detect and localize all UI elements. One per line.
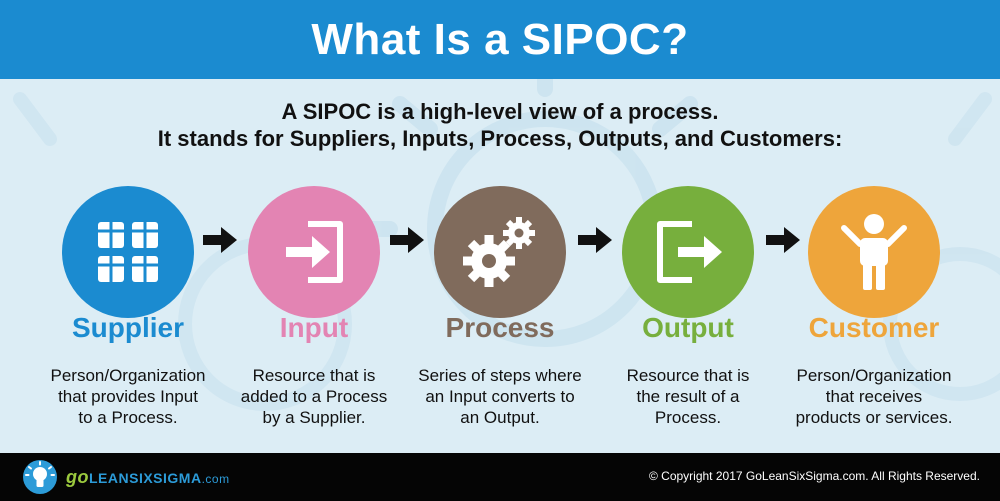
- output-label: Output: [642, 312, 734, 343]
- intro-line-1: A SIPOC is a high-level view of a proces…: [281, 99, 719, 124]
- process-description: Series of steps where an Input converts …: [418, 366, 582, 427]
- page-title: What Is a SIPOC?: [311, 14, 689, 64]
- blocks-icon: [98, 222, 158, 282]
- process-label: Process: [445, 312, 555, 343]
- header-bar: What Is a SIPOC?: [0, 0, 1000, 79]
- person-icon: [841, 214, 907, 290]
- input-label: Input: [279, 312, 349, 343]
- sign-in-icon: [286, 221, 343, 283]
- arrow-right-icon: [390, 227, 424, 253]
- gears-icon: [463, 217, 535, 287]
- customer-description: Person/Organization that receives produc…: [795, 366, 953, 427]
- lightbulb-logo-icon: [23, 460, 57, 494]
- output-circle: [622, 186, 754, 318]
- copyright-text: © Copyright 2017 GoLeanSixSigma.com. All…: [648, 469, 980, 483]
- sign-out-icon: [657, 221, 722, 283]
- footer-bar: goLEANSIXSIGMA.com © Copyright 2017 GoLe…: [0, 453, 1000, 501]
- process-circle: [434, 186, 566, 318]
- arrow-right-icon: [203, 227, 237, 253]
- arrow-right-icon: [578, 227, 612, 253]
- main-panel: A SIPOC is a high-level view of a proces…: [0, 79, 1000, 453]
- supplier-label: Supplier: [71, 312, 184, 343]
- arrow-right-icon: [766, 227, 800, 253]
- input-circle: [248, 186, 380, 318]
- supplier-description: Person/Organization that provides Input …: [50, 366, 206, 427]
- brand-logo-text[interactable]: goLEANSIXSIGMA.com: [66, 467, 230, 487]
- supplier-circle: [62, 186, 194, 318]
- customer-circle: [808, 186, 940, 318]
- input-description: Resource that is added to a Process by a…: [240, 366, 388, 427]
- output-description: Resource that is the result of a Process…: [626, 366, 750, 427]
- customer-label: Customer: [808, 312, 940, 343]
- intro-line-2: It stands for Suppliers, Inputs, Process…: [157, 126, 843, 151]
